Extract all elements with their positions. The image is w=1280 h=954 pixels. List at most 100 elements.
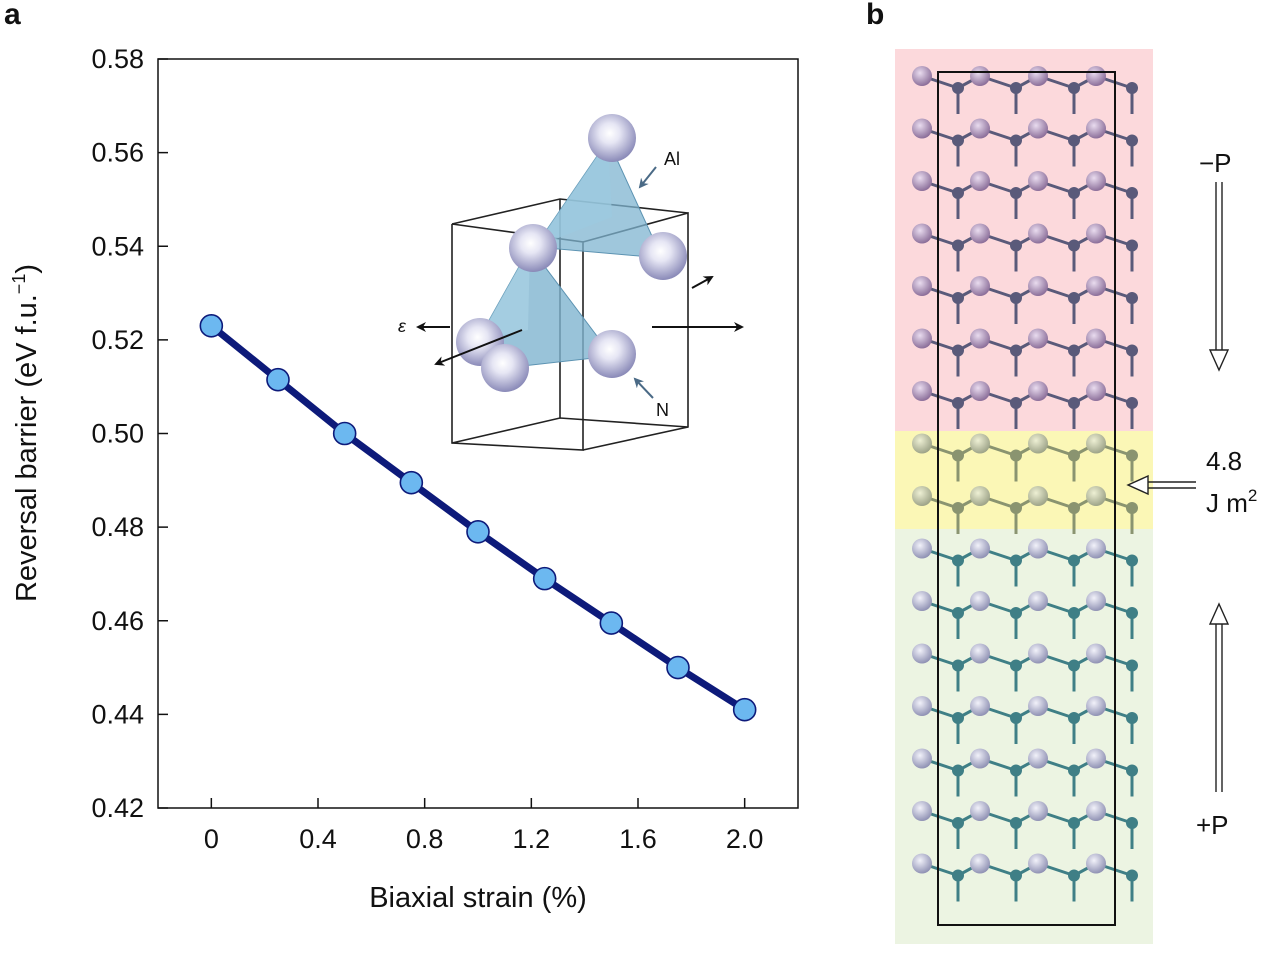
minus-p-label: −P xyxy=(1199,148,1232,178)
atom xyxy=(952,817,964,829)
up-arrow xyxy=(1208,602,1230,792)
atom xyxy=(1010,764,1022,777)
atom xyxy=(1068,397,1080,409)
atom xyxy=(1028,486,1048,506)
atom xyxy=(1028,748,1048,769)
inset-crystal: ε Al N xyxy=(398,114,744,451)
y-tick-label: 0.46 xyxy=(91,606,144,636)
energy-value: 4.8 xyxy=(1206,446,1242,476)
atom xyxy=(1068,292,1080,304)
atom xyxy=(1126,502,1138,514)
atom xyxy=(1086,801,1106,821)
atom xyxy=(912,223,932,244)
data-point xyxy=(532,566,557,591)
atom xyxy=(912,381,932,401)
atom xyxy=(970,381,990,401)
atom xyxy=(1010,554,1022,567)
x-tick-label: 0.4 xyxy=(299,824,337,854)
atom xyxy=(1126,344,1138,357)
n-atom xyxy=(588,330,636,378)
energy-unit: J m2 xyxy=(1206,486,1257,518)
atom xyxy=(1126,187,1138,199)
atom xyxy=(1028,381,1048,401)
atom xyxy=(970,171,990,191)
n-atom xyxy=(639,232,687,280)
atom xyxy=(1010,712,1022,724)
atom xyxy=(1068,344,1080,357)
al-atom xyxy=(481,344,529,392)
atom xyxy=(1028,538,1048,559)
atom xyxy=(970,696,990,716)
atom xyxy=(1068,449,1080,462)
atom xyxy=(970,433,990,454)
lattice xyxy=(912,66,1138,902)
atom xyxy=(912,748,932,769)
atom xyxy=(1126,239,1138,252)
polarization-annotations: −P +P 4.8 J m2 xyxy=(1126,148,1257,840)
atom xyxy=(1068,187,1080,199)
n-atom xyxy=(509,224,557,272)
atom xyxy=(1010,869,1022,882)
panel-label-a: a xyxy=(4,0,21,31)
atom xyxy=(1028,801,1048,821)
atom xyxy=(1126,607,1138,619)
atom xyxy=(1068,659,1080,672)
interface-arrow xyxy=(1126,474,1196,496)
energy-unit-main: J m xyxy=(1206,488,1248,518)
atom xyxy=(1010,134,1022,147)
x-tick-label: 0 xyxy=(204,824,219,854)
atom xyxy=(970,118,990,139)
atom xyxy=(1086,591,1106,611)
n-label: N xyxy=(656,400,669,420)
y-tick-label: 0.56 xyxy=(91,138,144,168)
panel-b-structure xyxy=(895,49,1153,944)
atom xyxy=(1126,134,1138,147)
atom xyxy=(1086,538,1106,559)
series-layer xyxy=(199,314,757,722)
y-axis: 0.42 0.44 0.46 0.48 0.50 0.52 0.54 0.56 0.58 xyxy=(91,44,168,823)
atom xyxy=(1126,817,1138,829)
atom xyxy=(1068,82,1080,94)
atom xyxy=(1086,223,1106,244)
al-label: Al xyxy=(664,149,680,169)
atom xyxy=(1086,66,1106,86)
atom xyxy=(1126,82,1138,94)
atom xyxy=(1028,328,1048,349)
atom xyxy=(970,328,990,349)
atom xyxy=(970,486,990,506)
atom xyxy=(1068,712,1080,724)
x-tick-label: 0.8 xyxy=(406,824,444,854)
atom xyxy=(1010,502,1022,514)
atom xyxy=(952,397,964,409)
atom xyxy=(952,449,964,462)
atom xyxy=(1126,712,1138,724)
atom xyxy=(952,134,964,147)
data-point xyxy=(466,520,490,544)
strain-symbol: ε xyxy=(398,316,407,336)
atom xyxy=(1010,292,1022,304)
atom xyxy=(952,502,964,514)
y-tick-label: 0.48 xyxy=(91,512,144,542)
atom xyxy=(1126,764,1138,777)
atom xyxy=(1126,292,1138,304)
atom xyxy=(912,591,932,611)
y-tick-label: 0.44 xyxy=(91,699,144,729)
atom xyxy=(952,764,964,777)
series-line xyxy=(209,323,747,713)
atom xyxy=(1028,696,1048,716)
y-axis-title-sup: −1 xyxy=(9,274,29,295)
x-axis-title: Biaxial strain (%) xyxy=(369,882,587,914)
atom xyxy=(952,869,964,882)
plot-frame xyxy=(157,58,799,809)
atom xyxy=(1086,748,1106,769)
atom xyxy=(1010,449,1022,462)
atom xyxy=(952,554,964,567)
atom xyxy=(1126,554,1138,567)
y-axis-title-close: ) xyxy=(11,264,43,274)
atom xyxy=(970,223,990,244)
atom xyxy=(970,853,990,874)
atom xyxy=(1010,397,1022,409)
data-point xyxy=(666,655,690,680)
atom xyxy=(1126,869,1138,882)
